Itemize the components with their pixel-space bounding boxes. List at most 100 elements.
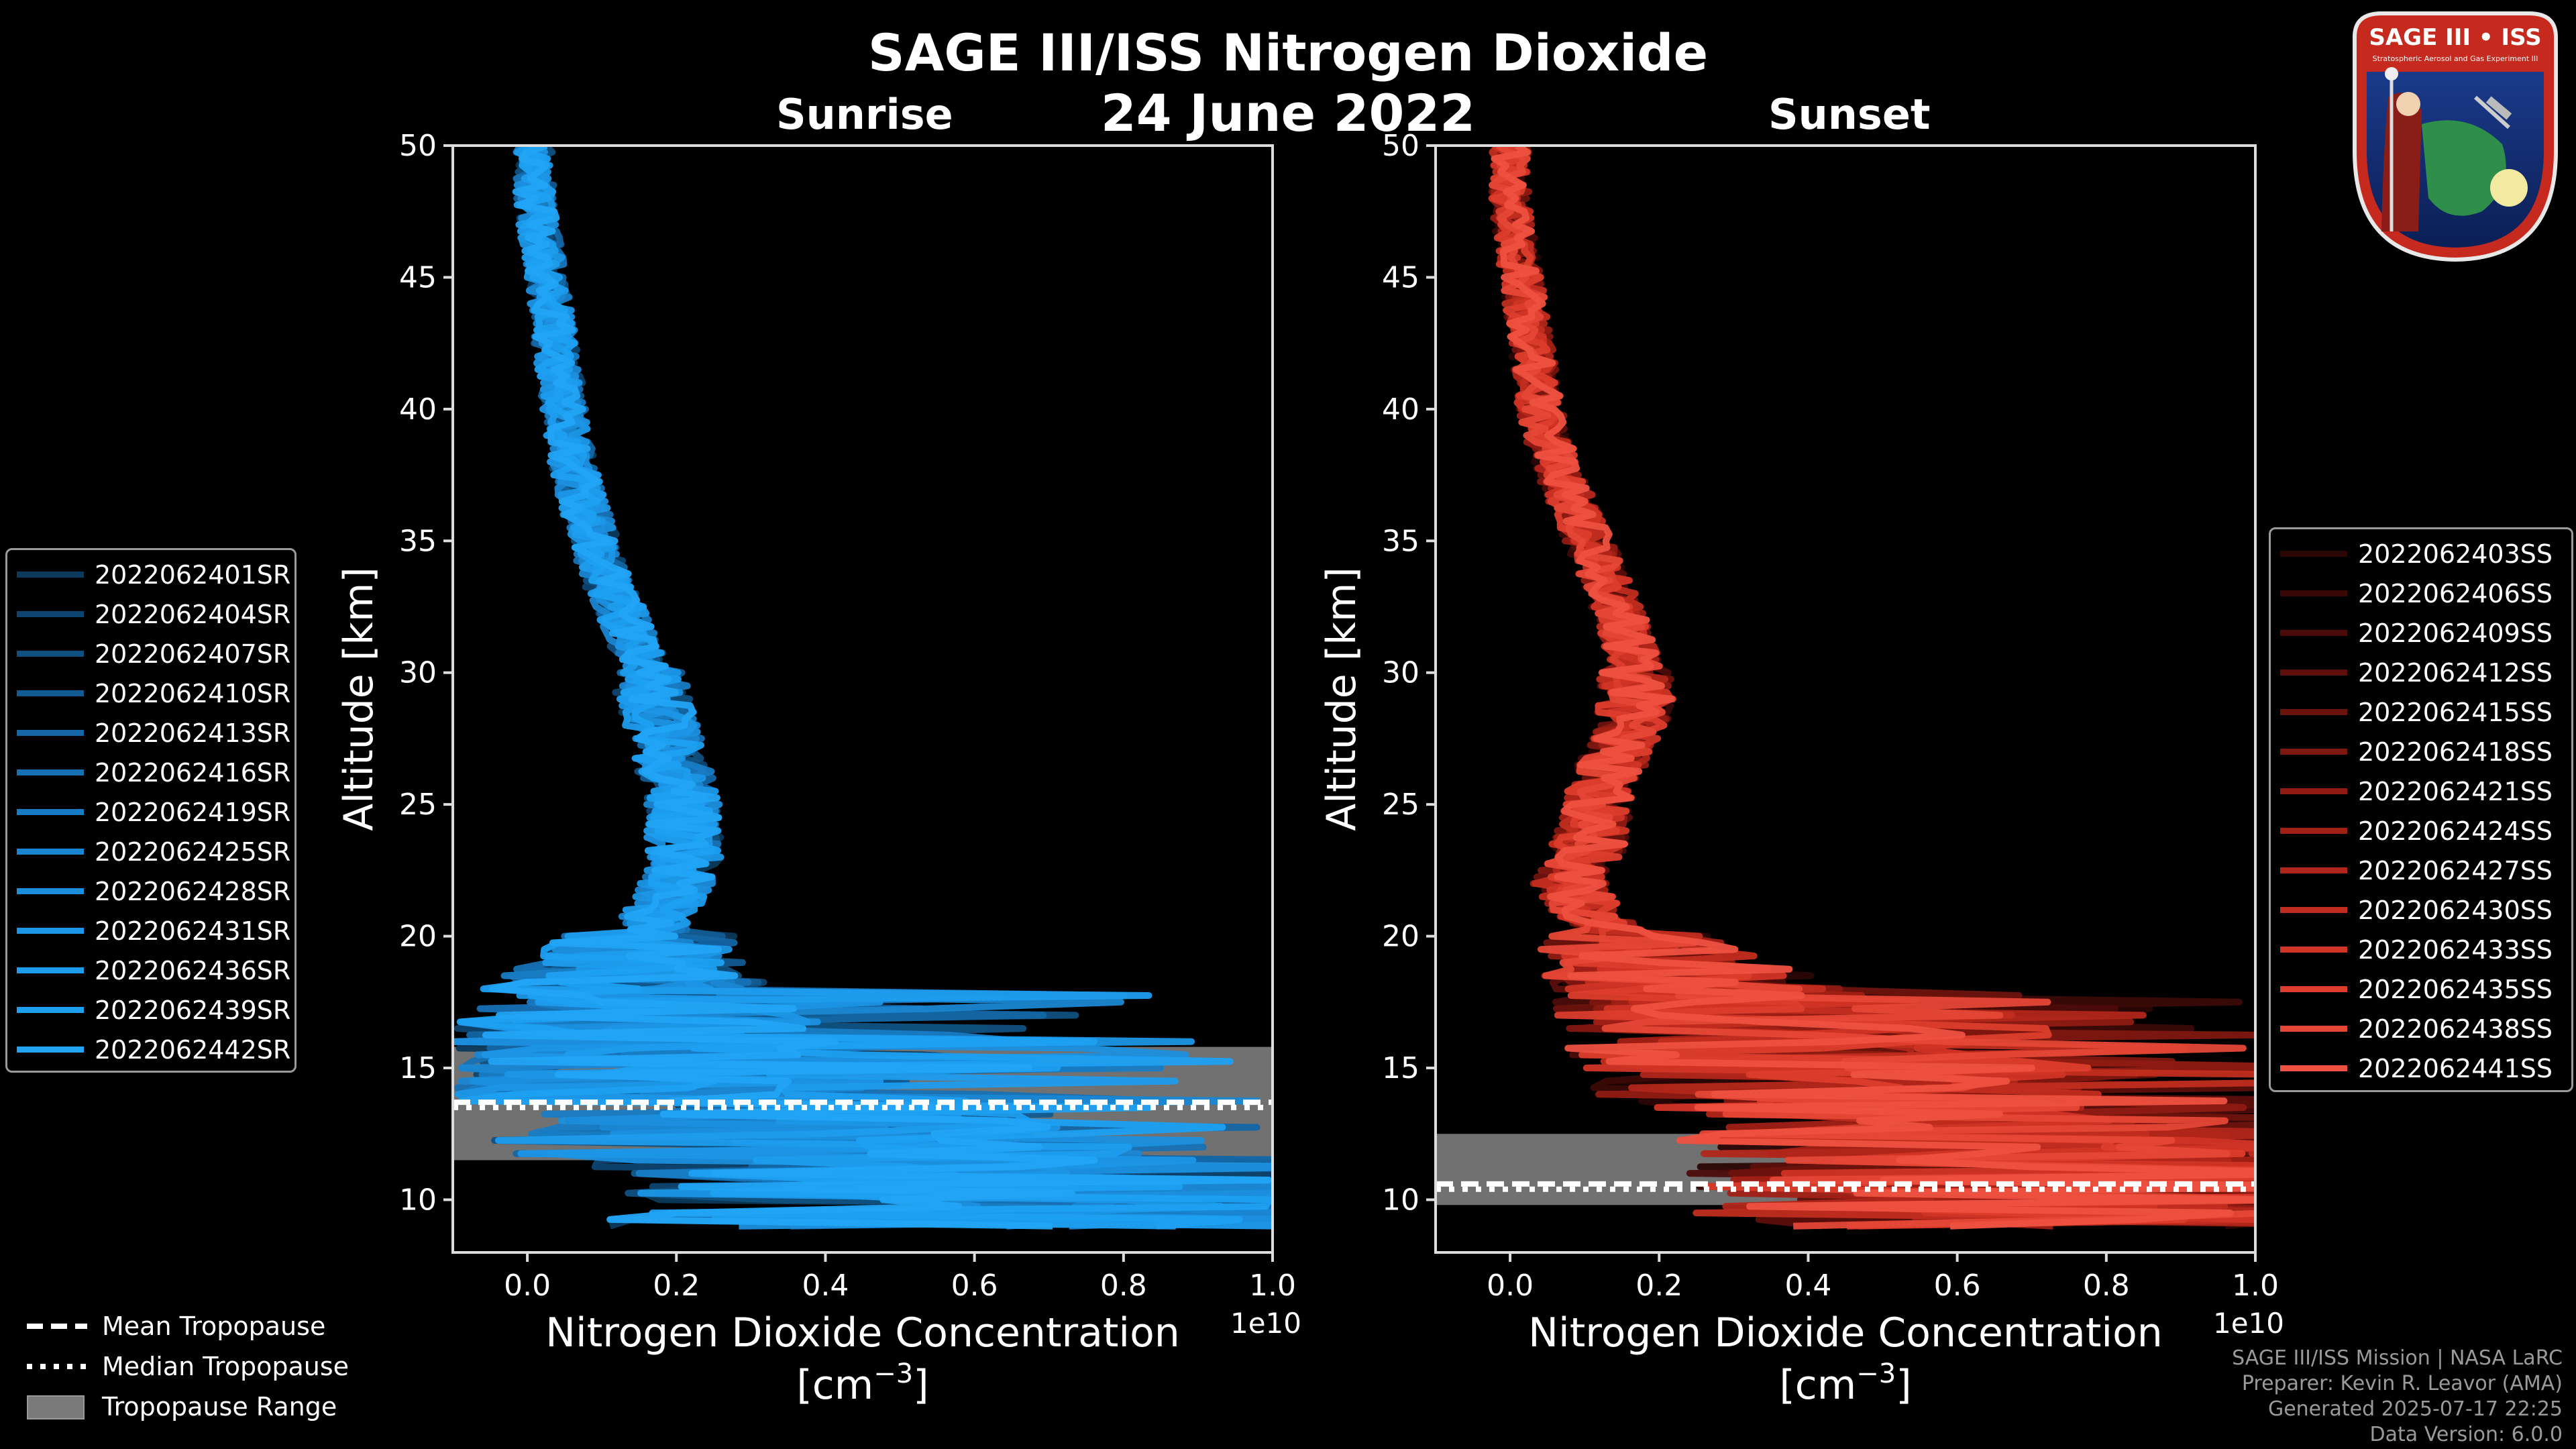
legend-entry: 2022062407SR bbox=[7, 635, 294, 674]
legend-entry: 2022062436SR bbox=[7, 951, 294, 990]
x-tick-label: 0.6 bbox=[951, 1269, 998, 1303]
legend-entry: 2022062442SR bbox=[7, 1030, 294, 1069]
legend-swatch bbox=[17, 849, 84, 855]
legend-label: 2022062409SS bbox=[2358, 619, 2553, 648]
y-tick-label: 30 bbox=[399, 656, 437, 690]
legend-swatch bbox=[17, 730, 84, 736]
legend-swatch bbox=[17, 769, 84, 775]
sunrise-legend: 2022062401SR 2022062404SR 2022062407SR 2022… bbox=[5, 548, 297, 1073]
profile-line bbox=[482, 146, 1273, 1230]
legend-entry: 2022062406SS bbox=[2271, 574, 2571, 613]
y-axis-label: Altitude [km] bbox=[1318, 567, 1365, 831]
legend-entry: 2022062421SS bbox=[2271, 772, 2571, 811]
y-tick-label: 30 bbox=[1382, 656, 1419, 690]
x-tick-label: 0.4 bbox=[1784, 1269, 1831, 1303]
legend-swatch bbox=[17, 611, 84, 617]
legend-entry: 2022062439SR bbox=[7, 991, 294, 1030]
legend-label: 2022062435SS bbox=[2358, 975, 2553, 1004]
legend-entry: 2022062401SR bbox=[7, 555, 294, 594]
x-axis-label: Nitrogen Dioxide Concentration bbox=[1528, 1309, 2163, 1356]
sunset-legend: 2022062403SS 2022062406SS 2022062409SS 2022… bbox=[2269, 527, 2573, 1092]
y-tick-label: 45 bbox=[399, 260, 437, 294]
legend-label: 2022062416SR bbox=[95, 758, 291, 788]
median-tropopause-label: Median Tropopause bbox=[102, 1352, 349, 1381]
credit-version: Data Version: 6.0.0 bbox=[2369, 1423, 2563, 1446]
legend-swatch bbox=[17, 1007, 84, 1013]
legend-entry: 2022062435SS bbox=[2271, 970, 2571, 1009]
legend-entry: 2022062441SS bbox=[2271, 1049, 2571, 1088]
legend-swatch bbox=[17, 809, 84, 815]
y-tick-label: 20 bbox=[1382, 920, 1419, 954]
tropopause-range-label: Tropopause Range bbox=[102, 1392, 337, 1421]
legend-label: 2022062428SR bbox=[95, 877, 291, 906]
credit-mission: SAGE III/ISS Mission | NASA LaRC bbox=[2232, 1346, 2563, 1370]
legend-label: 2022062401SR bbox=[95, 560, 291, 590]
x-axis-units-exponent: −3 bbox=[1856, 1358, 1896, 1389]
legend-label: 2022062436SR bbox=[95, 956, 291, 985]
legend-label: 2022062442SR bbox=[95, 1035, 291, 1065]
credit-preparer: Preparer: Kevin R. Leavor (AMA) bbox=[2241, 1372, 2563, 1395]
x-tick-label: 0.4 bbox=[802, 1269, 849, 1303]
y-tick-label: 35 bbox=[1382, 524, 1419, 558]
x-axis-units-exponent: −3 bbox=[873, 1358, 913, 1389]
legend-label: 2022062431SR bbox=[95, 916, 291, 946]
mean-tropopause-label: Mean Tropopause bbox=[102, 1311, 326, 1341]
legend-swatch bbox=[17, 928, 84, 934]
legend-swatch bbox=[2280, 788, 2347, 794]
legend-label: 2022062415SS bbox=[2358, 698, 2553, 727]
legend-swatch bbox=[2280, 709, 2347, 715]
x-tick-label: 0.0 bbox=[504, 1269, 551, 1303]
legend-label: 2022062441SS bbox=[2358, 1054, 2553, 1083]
chart-title: SAGE III/ISS Nitrogen Dioxide bbox=[867, 23, 1709, 83]
legend-swatch bbox=[17, 690, 84, 696]
legend-swatch bbox=[2280, 867, 2347, 873]
legend-entry: 2022062416SR bbox=[7, 753, 294, 792]
legend-swatch bbox=[17, 888, 84, 894]
plot-area bbox=[453, 146, 1273, 1230]
profile-line bbox=[1491, 146, 2255, 1230]
x-axis-units-base: [cm bbox=[796, 1362, 873, 1409]
legend-label: 2022062410SR bbox=[95, 679, 291, 708]
sunrise-chart: 10 15 20 25 30 35 40 45 50 0.0 0.2 0.4 0.6 0.8 1.0 1e10… bbox=[335, 129, 1301, 1409]
legend-swatch bbox=[2280, 590, 2347, 596]
y-tick-label: 45 bbox=[1382, 260, 1419, 294]
legend-swatch bbox=[2280, 986, 2347, 992]
legend-entry: 2022062418SS bbox=[2271, 733, 2571, 771]
legend-label: 2022062424SS bbox=[2358, 816, 2553, 846]
y-tick-label: 40 bbox=[399, 392, 437, 427]
legend-entry: 2022062428SR bbox=[7, 872, 294, 911]
legend-label: 2022062413SR bbox=[95, 718, 291, 748]
x-axis-units-close: ] bbox=[913, 1362, 928, 1409]
plot-frame bbox=[1434, 144, 2257, 1254]
y-tick-label: 10 bbox=[399, 1183, 437, 1217]
x-axis-label: Nitrogen Dioxide Concentration bbox=[545, 1309, 1180, 1356]
legend-entry: 2022062409SS bbox=[2271, 614, 2571, 653]
sunrise-panel-title: Sunrise bbox=[776, 90, 953, 139]
x-tick-label: 0.6 bbox=[1934, 1269, 1981, 1303]
legend-swatch bbox=[2280, 630, 2347, 636]
legend-swatch bbox=[17, 572, 84, 578]
y-tick-label: 20 bbox=[399, 920, 437, 954]
plot-frame bbox=[451, 144, 1274, 1254]
legend-label: 2022062433SS bbox=[2358, 935, 2553, 965]
y-tick-label: 50 bbox=[1382, 129, 1419, 163]
legend-entry: 2022062419SR bbox=[7, 793, 294, 832]
legend-swatch bbox=[2280, 828, 2347, 834]
y-tick-label: 35 bbox=[399, 524, 437, 558]
legend-entry: 2022062415SS bbox=[2271, 693, 2571, 732]
y-axis-label: Altitude [km] bbox=[335, 567, 382, 831]
x-tick-label: 0.8 bbox=[2083, 1269, 2130, 1303]
y-tick-label: 50 bbox=[399, 129, 437, 163]
legend-entry: 2022062424SS bbox=[2271, 812, 2571, 851]
legend-label: 2022062404SR bbox=[95, 600, 291, 629]
legend-swatch bbox=[2280, 947, 2347, 953]
x-tick-label: 0.0 bbox=[1487, 1269, 1534, 1303]
legend-swatch bbox=[2280, 1026, 2347, 1032]
legend-entry: 2022062425SR bbox=[7, 833, 294, 871]
legend-entry: 2022062430SS bbox=[2271, 891, 2571, 930]
legend-swatch bbox=[17, 651, 84, 657]
credits: SAGE III/ISS Mission | NASA LaRC Prepare… bbox=[2093, 1346, 2563, 1448]
x-tick-label: 1.0 bbox=[2232, 1269, 2279, 1303]
tropopause-legend: Mean Tropopause Median Tropopause Tropop… bbox=[27, 1307, 389, 1434]
legend-entry: 2022062412SS bbox=[2271, 653, 2571, 692]
